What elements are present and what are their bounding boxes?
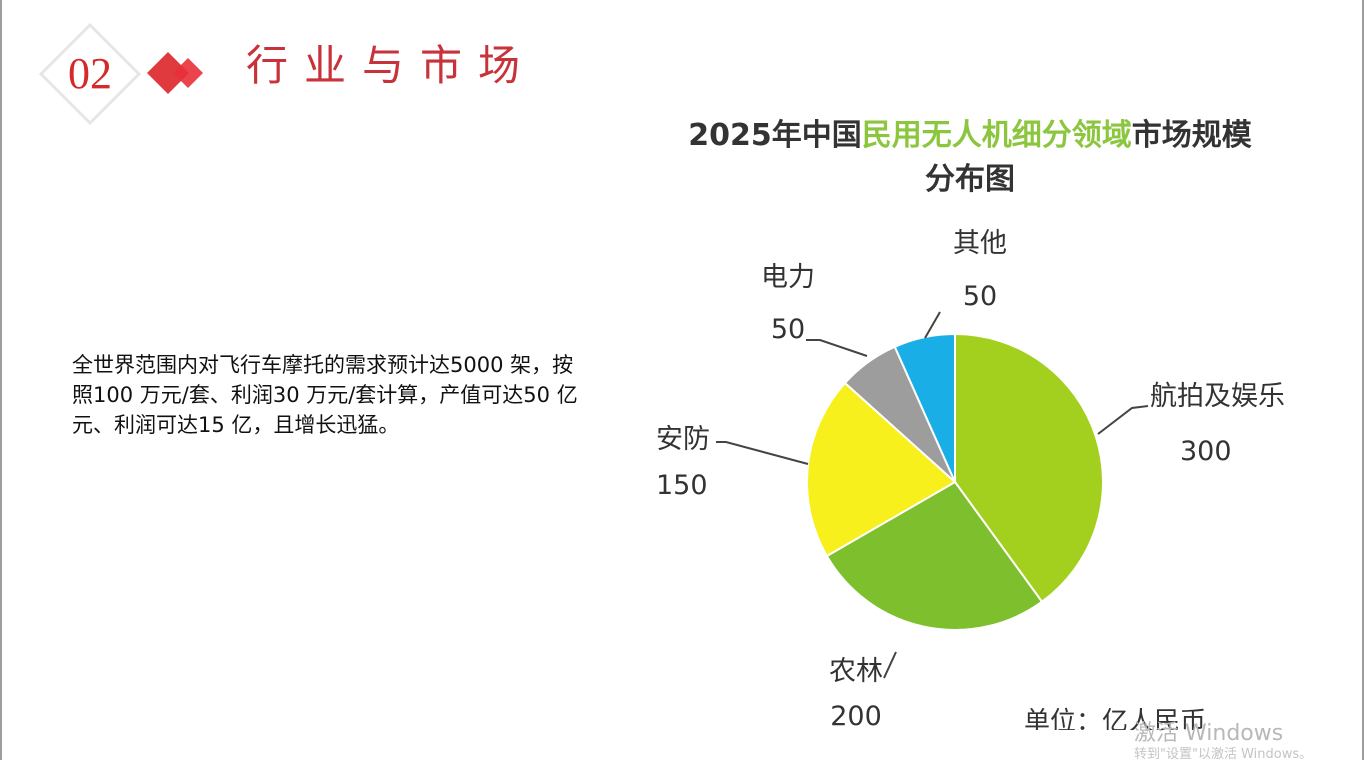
slice-label-0: 航拍及娱乐 [1150,381,1285,412]
frame-right-border [1362,0,1364,760]
red-diamonds-icon [147,52,203,94]
pie-slice-0 [954,332,1104,604]
windows-watermark-sub: 转到"设置"以激活 Windows。 [1134,747,1313,762]
leader-line-2 [716,441,809,465]
leader-line-1 [883,651,897,679]
windows-watermark: 激活 Windows [1134,721,1284,746]
chart-title-line2: 分布图 [925,162,1015,197]
chart-title-part2: 市场规模 [1131,118,1252,153]
frame-left-border [0,0,2,760]
pie-slice-2 [806,381,957,558]
slice-value-2: 150 [656,470,708,501]
chart-title-part1: 2025年中国 [688,118,862,153]
chart-title: 2025年中国民用无人机细分领域市场规模 分布图 [620,114,1320,202]
pie-svg: 航拍及娱乐 300 农林 200 安防 150 电力 50 其他 50 单位：亿人民币 [656,228,1285,730]
section-number-badge: 02 [38,22,142,126]
pie-chart: 2025年中国民用无人机细分领域市场规模 分布图 航拍及娱乐 300 农林 200 安防… [620,100,1320,730]
pie-slice-1 [825,480,1044,631]
slice-value-0: 300 [1180,436,1232,467]
chart-title-highlight: 民用无人机细分领域 [861,118,1132,153]
section-title: 行业与市场 [246,41,537,90]
slice-value-4: 50 [963,281,997,312]
slice-label-4: 其他 [953,228,1007,259]
leader-line-3 [806,339,868,357]
slice-label-1: 农林 [829,656,883,687]
leader-line-4 [924,311,941,339]
section-number: 02 [68,49,112,98]
unit-label: 单位：亿人民币 [1024,707,1206,730]
body-paragraph: 全世界范围内对飞行车摩托的需求预计达5000 架，按照100 万元/套、利润30… [72,353,578,437]
slice-value-3: 50 [771,314,805,345]
badge-diamond-icon [38,22,142,126]
leader-line-0 [1097,405,1149,435]
slice-value-1: 200 [830,701,882,730]
slice-label-3: 电力 [761,262,815,293]
slice-label-2: 安防 [656,424,710,455]
pie-slice-4 [893,332,956,483]
